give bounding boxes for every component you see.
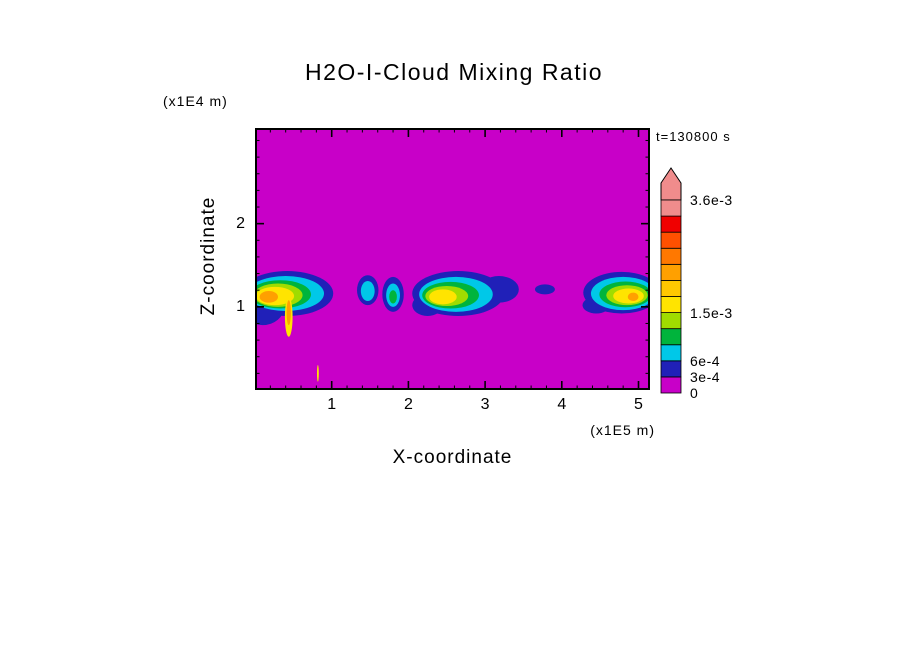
cloud-contour-region [286, 300, 291, 326]
colorbar-label: 6e-4 [690, 352, 721, 369]
cloud-contour-region [316, 365, 319, 382]
cloud-contour-region [627, 292, 639, 302]
cloud-contour-region [389, 290, 397, 304]
colorbar-segment [660, 263, 682, 281]
y-tick-label: 1 [236, 297, 245, 315]
x-tick-label: 4 [557, 396, 567, 413]
colorbar-segment [660, 312, 682, 330]
time-label: t=130800 s [656, 129, 731, 144]
x-tick-label: 5 [634, 396, 643, 413]
cloud-contour-region [534, 284, 555, 295]
chart-title: H2O-I-Cloud Mixing Ratio [304, 59, 604, 85]
cloud-contour-region [360, 281, 375, 302]
x-axis-unit-label: (x1E5 m) [590, 422, 655, 438]
plot-area [255, 128, 650, 390]
colorbar-segment [660, 231, 682, 249]
plot-background [255, 128, 650, 390]
colorbar-segment [660, 360, 682, 378]
cloud-contour-region [259, 291, 279, 303]
colorbar-segment [660, 376, 682, 394]
colorbar [660, 167, 682, 394]
y-tick-label: 2 [236, 214, 245, 232]
contour-plot [255, 128, 650, 390]
colorbar-label: 1.5e-3 [690, 304, 733, 321]
colorbar-segment [660, 199, 682, 217]
colorbar-segment [660, 215, 682, 233]
plot-frame [255, 128, 650, 390]
colorbar-segment [660, 247, 682, 265]
colorbar-label: 3e-4 [690, 368, 721, 385]
cloud-contour-region [429, 289, 457, 305]
colorbar-overflow-arrow [660, 167, 682, 201]
x-tick-label: 1 [327, 396, 337, 413]
colorbar-segment [660, 296, 682, 313]
x-tick-label: 2 [403, 396, 413, 413]
x-tick-label: 3 [480, 396, 490, 413]
z-axis-unit-label: (x1E4 m) [163, 93, 228, 109]
colorbar-segment [660, 328, 682, 346]
colorbar-segment [660, 344, 682, 362]
colorbar-segment [660, 280, 682, 297]
colorbar-label: 0 [690, 385, 699, 401]
x-axis-title: X-coordinate [392, 447, 513, 468]
colorbar-label: 3.6e-3 [690, 192, 733, 208]
